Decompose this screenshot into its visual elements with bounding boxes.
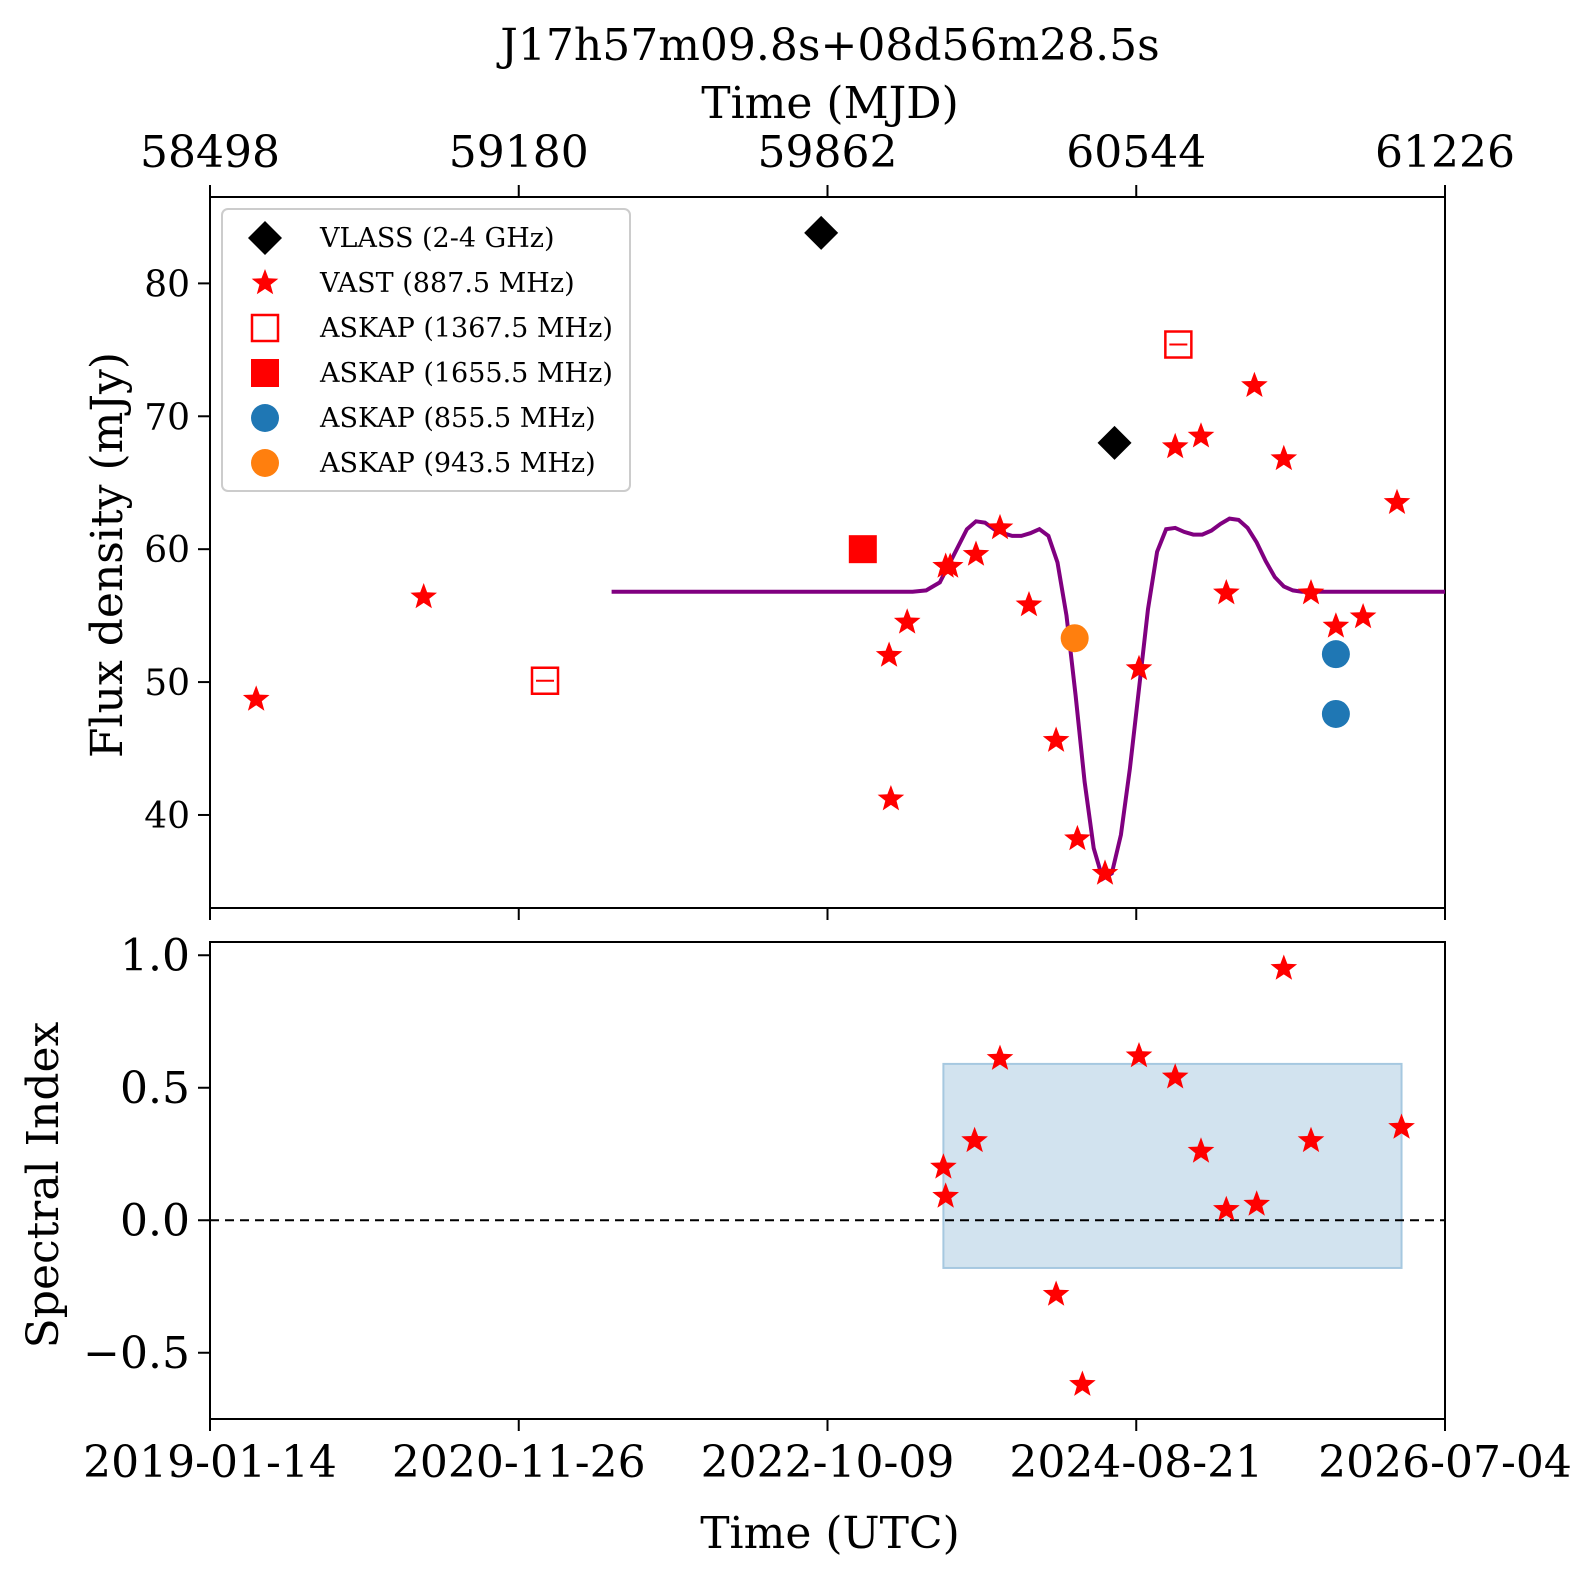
- data-point: [932, 1182, 959, 1208]
- data-point: [1064, 824, 1091, 851]
- data-point: [1161, 1063, 1189, 1089]
- data-point: [848, 535, 877, 564]
- data-point: [1349, 603, 1377, 629]
- series-askap-1367-5-mhz-: [530, 330, 1193, 695]
- series-vlass-2-4-ghz-: [804, 215, 1132, 460]
- data-point: [986, 513, 1014, 540]
- legend-label: VAST (887.5 MHz): [319, 268, 575, 299]
- data-point: [1270, 954, 1298, 980]
- legend-label: ASKAP (855.5 MHz): [319, 403, 596, 434]
- data-point: [893, 608, 921, 634]
- bottom-y-tick-label: 1.0: [120, 930, 190, 981]
- data-point: [1097, 425, 1132, 460]
- top-y-tick-label: 50: [144, 663, 190, 704]
- spectral-index-range-band: [942, 1062, 1403, 1269]
- data-point: [1042, 726, 1070, 752]
- data-point: [1321, 640, 1350, 669]
- data-point: [804, 215, 839, 250]
- spectral-index-panel: 1.0 0.5 0.0 −0.5 2019-01-14 2020-11-26 2022-10…: [83, 930, 1572, 1488]
- data-point: [1069, 1370, 1096, 1396]
- legend-label: ASKAP (943.5 MHz): [319, 448, 596, 479]
- top-y-tick-label: 40: [144, 796, 190, 837]
- data-point: [1270, 444, 1298, 471]
- bottom-x-tick-label: 2024-08-21: [1009, 1437, 1263, 1488]
- bottom-x-tick-label: 2020-11-26: [392, 1437, 646, 1488]
- legend: VLASS (2-4 GHz) VAST (887.5 MHz) ASKAP (13…: [221, 208, 631, 492]
- data-point: [1015, 591, 1043, 617]
- data-point: [875, 641, 903, 667]
- data-point: [1383, 488, 1411, 514]
- data-point: [1187, 1137, 1215, 1163]
- data-point: [1388, 1113, 1415, 1139]
- data-point: [1322, 612, 1350, 638]
- bottom-x-tick-label: 2026-07-04: [1318, 1437, 1572, 1488]
- data-point: [410, 583, 437, 609]
- data-point: [1187, 422, 1215, 448]
- data-point: [1321, 699, 1350, 728]
- data-point: [242, 685, 270, 711]
- data-point: [962, 540, 990, 566]
- data-point: [930, 1153, 957, 1179]
- data-point: [1213, 1195, 1240, 1221]
- bottom-panel-ylabel: Spectral Index: [18, 1021, 69, 1348]
- top-axis-label: Time (MJD): [701, 78, 958, 129]
- chart-title: J17h57m09.8s+08d56m28.5s: [496, 20, 1160, 71]
- top-x-tick-label: 60544: [1066, 127, 1206, 178]
- data-point: [1213, 579, 1240, 605]
- top-x-tick-label: 59180: [449, 127, 589, 178]
- bottom-y-tick-label: −0.5: [83, 1328, 190, 1379]
- series-askap-943-5-mhz-: [1060, 624, 1089, 653]
- legend-marker: [248, 221, 282, 255]
- bottom-y-tick-label: 0.0: [120, 1195, 190, 1246]
- top-y-tick-label: 60: [144, 530, 190, 571]
- data-point: [877, 785, 905, 811]
- bottom-y-tick-label: 0.5: [120, 1063, 190, 1114]
- top-panel-ylabel: Flux density (mJy): [82, 352, 133, 758]
- data-point: [1042, 1280, 1070, 1306]
- data-point: [936, 552, 964, 578]
- legend-marker: [251, 269, 279, 295]
- data-point: [1243, 1190, 1270, 1216]
- legend-marker: [250, 313, 280, 343]
- flux-density-panel: 58498 59180 59862 60544 61226 40 50 60 70 80: [140, 127, 1515, 920]
- data-point: [1241, 371, 1268, 397]
- top-y-tick-label: 80: [144, 264, 190, 305]
- data-point: [1164, 330, 1193, 359]
- series-askap-1655-5-mhz-: [848, 535, 877, 564]
- data-point: [530, 666, 560, 695]
- data-point: [1060, 624, 1089, 653]
- data-point: [1297, 579, 1325, 605]
- bottom-axis-label: Time (UTC): [700, 1508, 960, 1559]
- data-point: [986, 1044, 1014, 1070]
- data-point: [1125, 1042, 1153, 1068]
- top-y-tick-label: 70: [144, 397, 190, 438]
- data-point: [1297, 1126, 1325, 1153]
- data-point: [1091, 859, 1119, 885]
- top-x-tick-label: 61226: [1375, 127, 1515, 178]
- data-point: [1161, 432, 1189, 459]
- model-curve: [611, 516, 1445, 882]
- series-vast-887-5-mhz-: [242, 371, 1411, 885]
- bottom-x-tick-label: 2022-10-09: [701, 1437, 955, 1488]
- legend-marker: [251, 359, 279, 387]
- data-point: [1125, 654, 1153, 681]
- legend-label: ASKAP (1655.5 MHz): [319, 358, 613, 389]
- legend-label: VLASS (2-4 GHz): [319, 223, 555, 254]
- top-x-tick-label: 59862: [758, 127, 898, 178]
- legend-box: [221, 208, 631, 492]
- series-askap-855-5-mhz-: [1321, 640, 1350, 728]
- legend-marker: [251, 404, 279, 432]
- data-point: [961, 1126, 988, 1153]
- legend-label: ASKAP (1367.5 MHz): [319, 313, 613, 344]
- legend-marker: [251, 449, 279, 477]
- series-spectral-index: [930, 954, 1415, 1396]
- bottom-x-tick-label: 2019-01-14: [83, 1437, 337, 1488]
- top-x-tick-label: 58498: [140, 127, 280, 178]
